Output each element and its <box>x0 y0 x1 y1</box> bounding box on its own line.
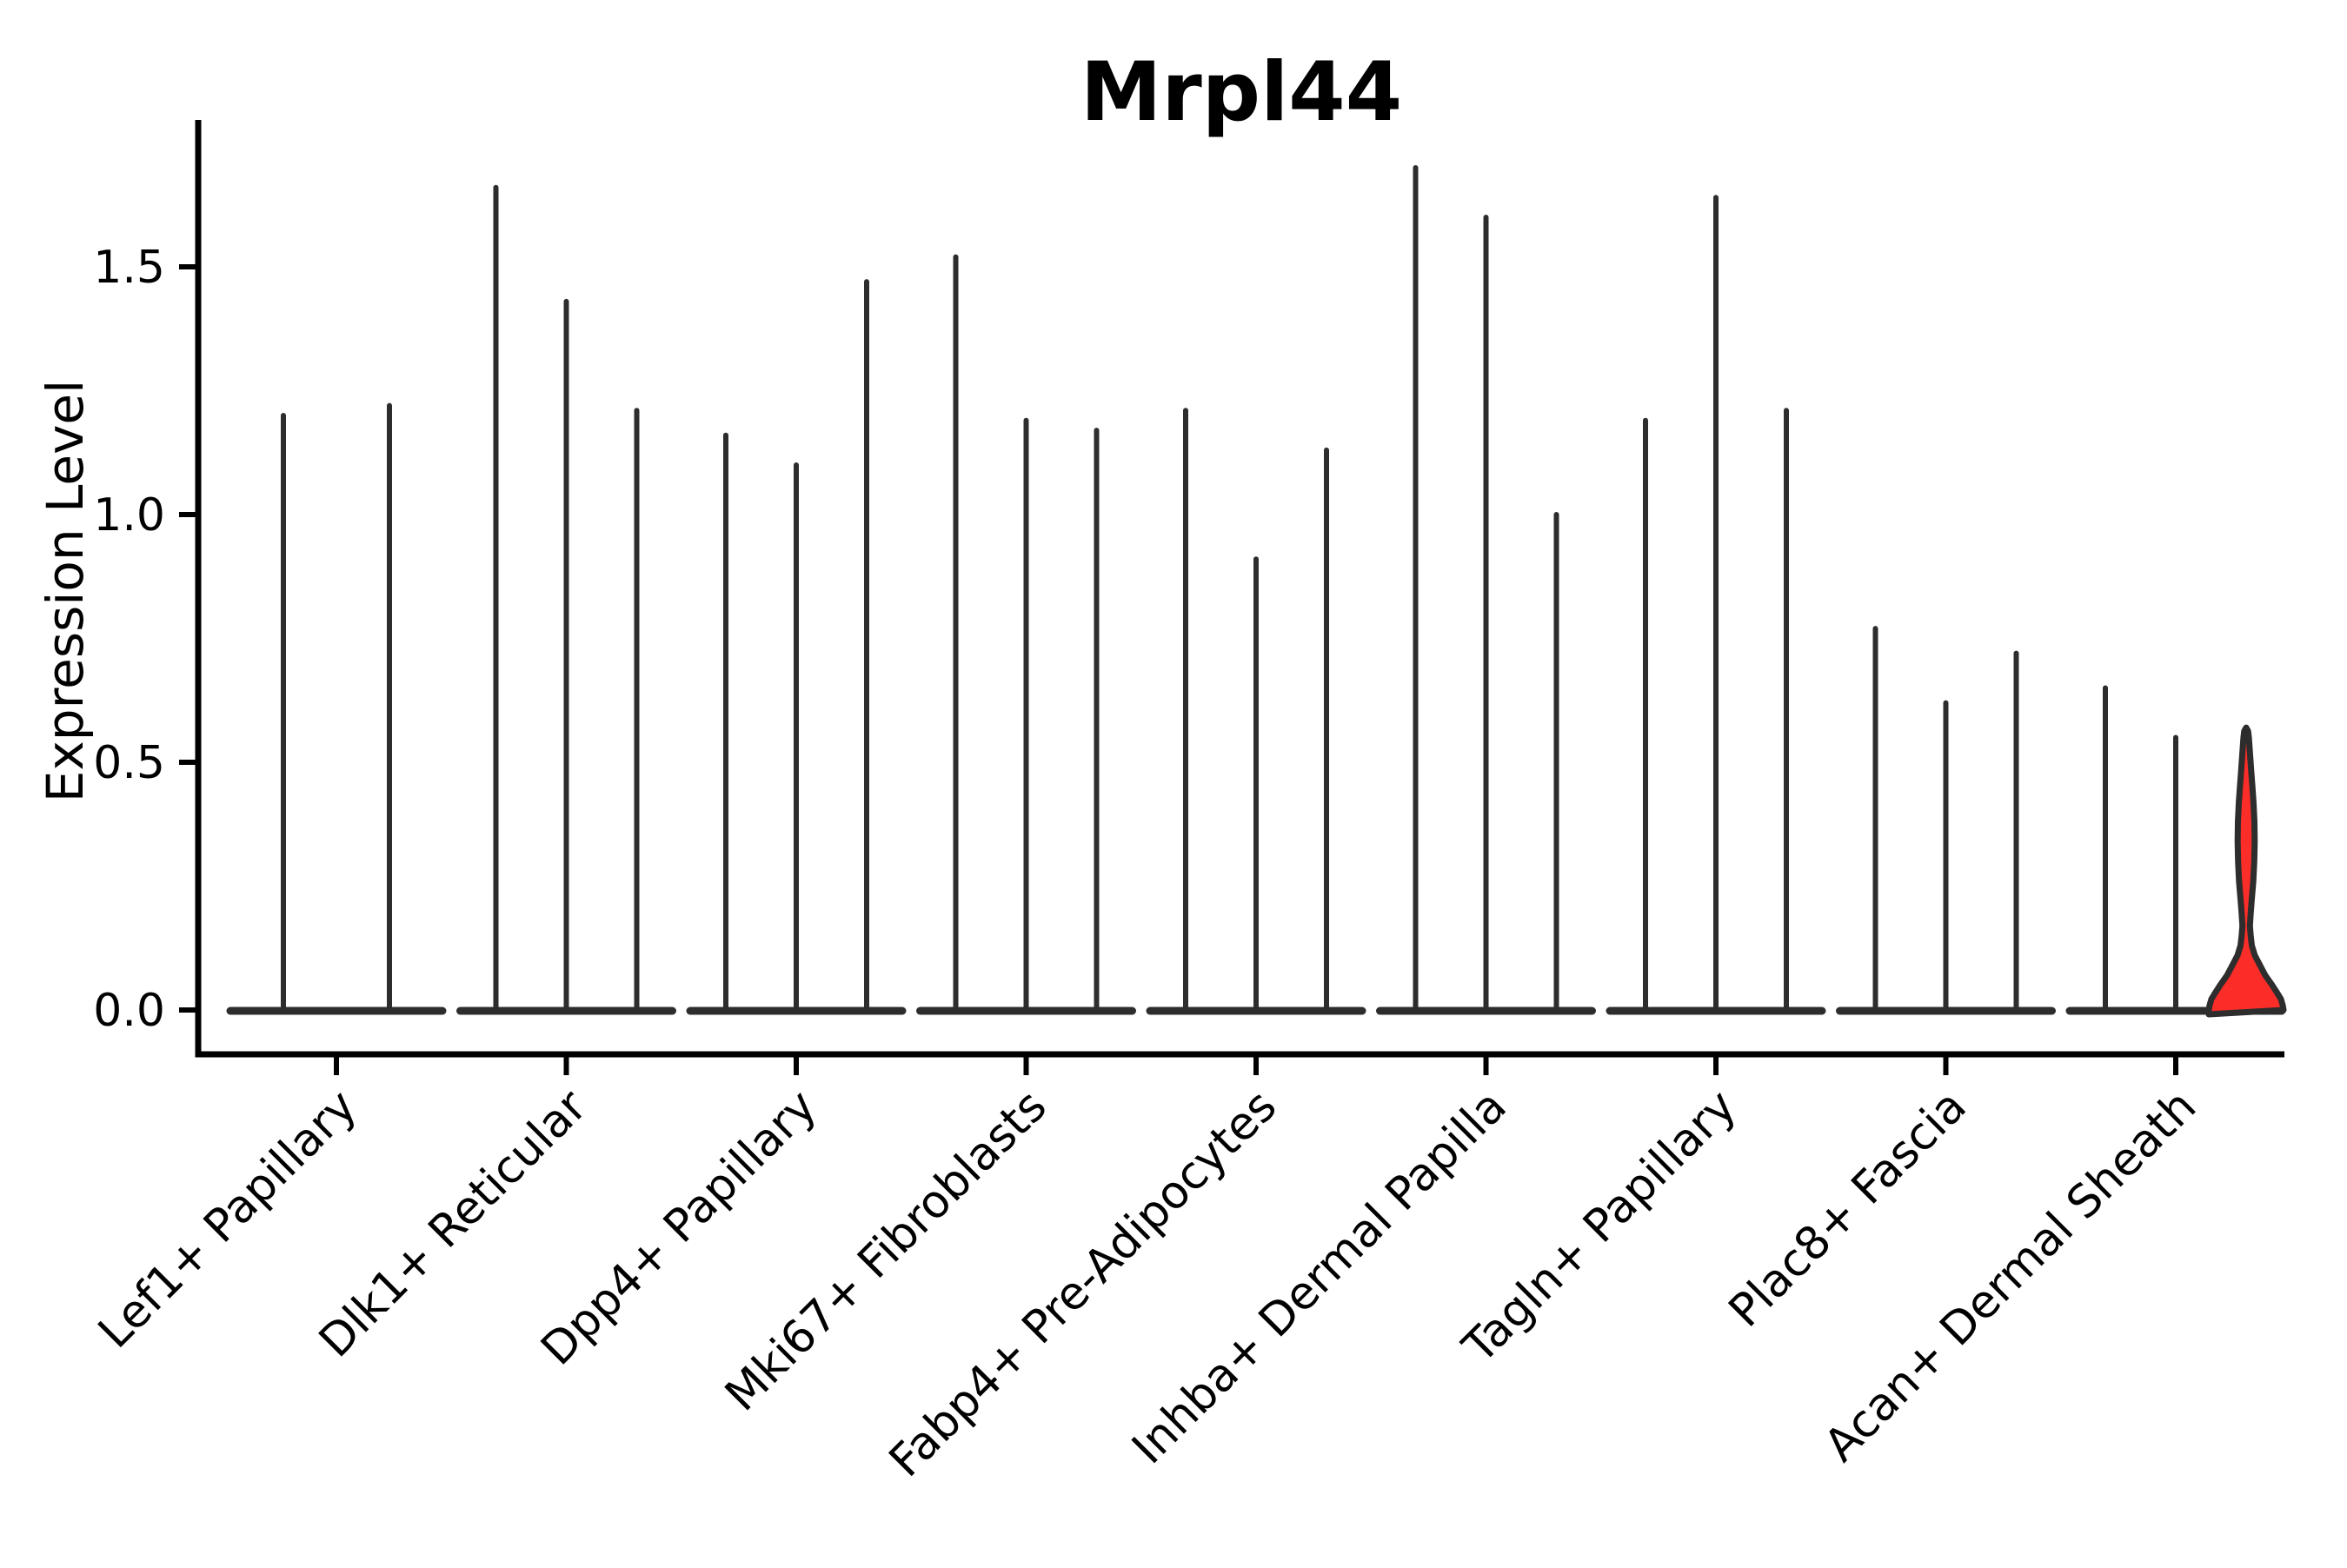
y-tick-label: 0.0 <box>93 985 165 1037</box>
chart-title: Mrpl44 <box>1080 45 1402 140</box>
y-tick-label: 1.0 <box>93 489 165 541</box>
y-axis-label: Expression Level <box>36 380 95 802</box>
y-tick-label: 1.5 <box>93 242 165 294</box>
x-tick-label: Fabp4+ Pre-Adipocytes <box>880 1080 1287 1487</box>
highlighted-violin <box>2205 724 2287 1018</box>
y-tick-label: 0.5 <box>93 737 165 789</box>
x-tick-label: Inhba+ Dermal Papilla <box>1122 1080 1516 1474</box>
violin-layer <box>226 165 2287 1018</box>
x-tick-label: Acan+ Dermal Sheath <box>1815 1080 2207 1472</box>
x-tick-label: Plac8+ Fascia <box>1719 1080 1977 1338</box>
